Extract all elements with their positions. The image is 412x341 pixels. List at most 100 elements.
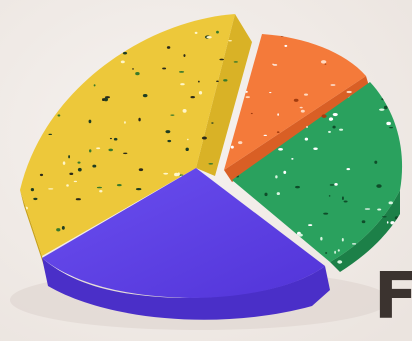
speckle xyxy=(278,148,283,151)
speckle xyxy=(182,109,187,113)
speckle xyxy=(388,201,393,205)
speckle xyxy=(39,173,44,177)
speckle xyxy=(291,158,294,160)
speckle xyxy=(174,172,179,177)
speckle xyxy=(120,60,125,64)
speckle xyxy=(273,64,278,66)
orange-slice xyxy=(224,34,366,170)
speckle xyxy=(180,83,185,86)
speckle xyxy=(346,90,352,94)
speckle xyxy=(228,40,232,42)
speckle xyxy=(364,208,371,210)
speckle xyxy=(190,95,195,99)
speckle xyxy=(346,168,351,171)
yellow-side xyxy=(20,190,46,272)
speckle xyxy=(341,196,344,201)
speckle xyxy=(295,185,300,189)
speckle xyxy=(298,233,303,237)
speckle xyxy=(116,184,122,187)
speckle xyxy=(103,97,109,102)
speckle xyxy=(374,160,378,164)
speckle xyxy=(113,137,118,141)
speckle xyxy=(276,131,280,134)
speckle xyxy=(264,192,268,197)
speckle xyxy=(328,195,331,197)
speckle xyxy=(383,105,388,110)
speckle xyxy=(334,250,336,254)
speckle xyxy=(33,197,38,201)
speckle xyxy=(56,228,61,232)
speckle xyxy=(389,126,394,129)
speckle xyxy=(382,216,387,218)
speckle xyxy=(163,172,169,175)
speckle xyxy=(179,70,185,73)
speckle xyxy=(211,122,214,124)
speckle xyxy=(377,208,382,211)
speckle xyxy=(263,134,268,136)
speckle xyxy=(135,188,142,191)
speckle xyxy=(166,46,171,49)
speckle xyxy=(123,152,128,155)
speckle xyxy=(299,106,303,109)
speckle xyxy=(238,141,243,145)
speckle xyxy=(337,260,343,264)
speckle xyxy=(361,220,366,224)
speckle xyxy=(329,184,335,186)
speckle xyxy=(138,117,141,122)
yellow-slice xyxy=(20,14,235,256)
speckle xyxy=(233,61,238,63)
speckle xyxy=(320,60,327,64)
speckle xyxy=(276,192,280,196)
speckle xyxy=(48,188,54,190)
speckle xyxy=(351,243,357,245)
speckle xyxy=(269,91,272,94)
speckle xyxy=(30,187,35,192)
speckle xyxy=(132,68,134,70)
speckle xyxy=(308,224,313,227)
speckle xyxy=(304,137,309,141)
speckle xyxy=(61,225,65,230)
green-side xyxy=(330,190,400,272)
speckle xyxy=(162,67,167,70)
speckle xyxy=(330,84,336,86)
speckle xyxy=(334,183,338,186)
speckle xyxy=(245,96,250,99)
speckle xyxy=(89,149,92,153)
speckle xyxy=(313,147,318,151)
purple-side xyxy=(42,258,330,320)
speckle xyxy=(206,35,212,39)
speckle xyxy=(99,190,103,193)
speckle xyxy=(109,137,112,140)
speckle xyxy=(230,145,234,149)
speckle xyxy=(323,212,329,215)
speckle xyxy=(77,161,81,164)
speckle xyxy=(386,121,391,126)
speckle xyxy=(201,136,207,140)
speckle xyxy=(48,133,53,136)
speckle xyxy=(68,155,71,159)
speckle xyxy=(339,128,344,131)
green-slice xyxy=(232,82,403,262)
speckle xyxy=(390,221,395,225)
speckle xyxy=(216,30,219,34)
speckle xyxy=(328,117,334,121)
speckle xyxy=(102,98,105,102)
speckle xyxy=(96,186,102,189)
speckle xyxy=(88,119,92,124)
speckle xyxy=(332,125,336,129)
speckle xyxy=(275,175,278,179)
speckle xyxy=(57,114,61,117)
speckle xyxy=(69,172,74,175)
speckle xyxy=(306,125,308,129)
speckle xyxy=(93,84,96,87)
speckle xyxy=(62,161,66,165)
speckle xyxy=(293,98,299,102)
speckle xyxy=(185,147,189,152)
caption-letter: F xyxy=(374,260,412,334)
speckle xyxy=(75,198,81,201)
speckle xyxy=(343,200,348,203)
speckle xyxy=(186,138,189,141)
speckle xyxy=(320,236,323,241)
speckle xyxy=(170,114,175,116)
speckle xyxy=(73,180,78,183)
